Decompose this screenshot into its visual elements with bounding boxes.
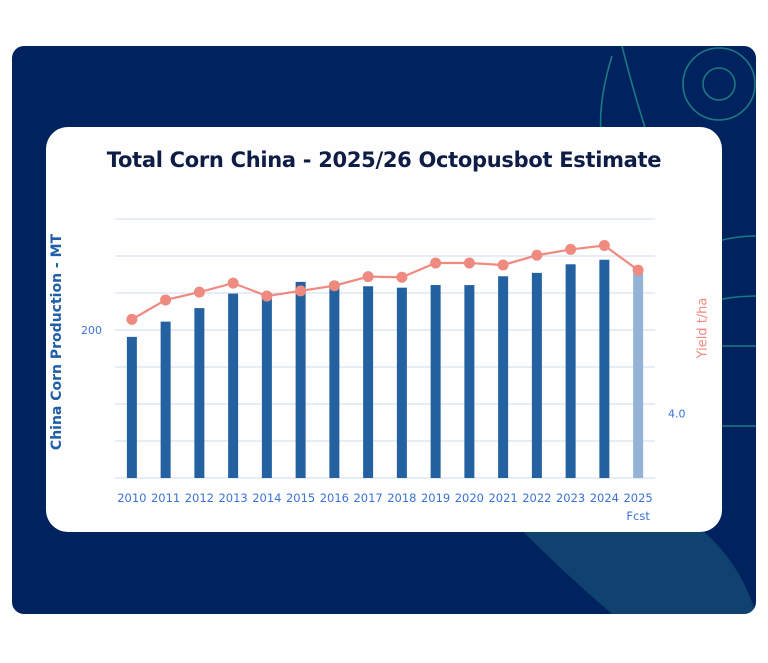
x-tick-label: 2017 — [353, 491, 382, 505]
yield-point-2023 — [565, 243, 577, 255]
bar-2012 — [194, 308, 205, 478]
bar-2018 — [396, 287, 407, 478]
bar-2016 — [329, 282, 340, 478]
x-tick-label: 2022 — [522, 491, 551, 505]
x-tick-label: 2010 — [117, 491, 146, 505]
bar-2011 — [160, 321, 171, 478]
yield-point-2022 — [531, 249, 543, 261]
y-axis-right-label: Yield t/ha — [695, 297, 711, 359]
bar-2017 — [363, 286, 374, 478]
yield-point-2010 — [126, 313, 138, 325]
bar-2013 — [228, 293, 239, 478]
x-tick-label: 2024 — [590, 491, 619, 505]
yield-point-2020 — [463, 257, 475, 269]
bar-2021 — [498, 276, 509, 478]
yield-point-2016 — [328, 280, 340, 292]
yield-point-2018 — [396, 271, 408, 283]
yield-point-2019 — [430, 257, 442, 269]
y-right-tick-label: 4.0 — [668, 407, 686, 420]
yield-point-2025 — [632, 264, 644, 276]
y-left-tick-label: 200 — [81, 324, 102, 337]
yield-point-2015 — [295, 285, 307, 297]
decor-circle-outer — [682, 47, 756, 121]
bar-2020 — [464, 285, 475, 478]
x-tick-label: 2019 — [421, 491, 450, 505]
x-tick-label: 2014 — [252, 491, 281, 505]
bar-2022 — [531, 272, 542, 478]
yield-point-2017 — [362, 271, 374, 283]
yield-point-2013 — [227, 277, 239, 289]
bar-2024 — [599, 259, 610, 478]
yield-point-2011 — [160, 294, 172, 306]
yield-point-2012 — [193, 286, 205, 298]
x-tick-label: 2015 — [286, 491, 315, 505]
bar-2023 — [565, 264, 576, 478]
x-tick-label: 2021 — [488, 491, 517, 505]
bar-2015 — [295, 281, 306, 478]
chart-title: Total Corn China - 2025/26 Octopusbot Es… — [106, 148, 662, 172]
yield-point-2014 — [261, 290, 273, 302]
bar-2019 — [430, 285, 441, 478]
x-tick-label: 2020 — [455, 491, 484, 505]
yield-point-2021 — [497, 259, 509, 271]
yield-line — [131, 244, 639, 321]
x-tick-label: 2011 — [151, 491, 180, 505]
y-axis-left-label: China Corn Production - MT — [49, 233, 65, 451]
x-tick-label: 2016 — [320, 491, 349, 505]
bar-2014 — [261, 293, 272, 478]
decor-circle-inner — [702, 67, 736, 101]
bar-2010 — [126, 336, 137, 478]
x-tick-label: 2013 — [218, 491, 247, 505]
x-tick-sublabel: Fcst — [626, 509, 650, 523]
x-tick-label: 2012 — [185, 491, 214, 505]
x-tick-label: 2023 — [556, 491, 585, 505]
x-tick-label: 2018 — [387, 491, 416, 505]
yield-point-2024 — [598, 240, 610, 252]
x-tick-label: 2025 — [623, 491, 652, 505]
bar-2025 — [633, 273, 644, 478]
